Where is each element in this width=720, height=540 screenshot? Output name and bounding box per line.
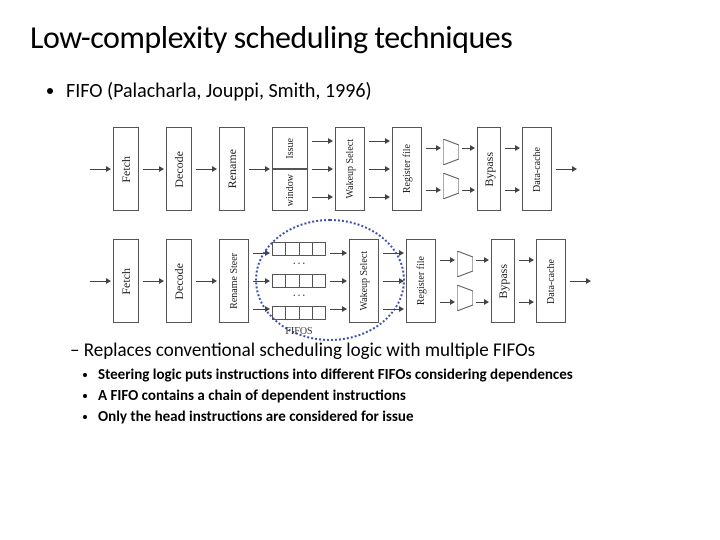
multi-arrow-icon (462, 127, 474, 211)
mux-icon (443, 139, 459, 165)
stage-issue-window: Issue window (272, 127, 308, 211)
fifo-row (272, 242, 326, 256)
arrow-icon (196, 169, 216, 170)
fifo-bank: · · · · · · FIFOS (272, 239, 326, 323)
mux-pair (443, 127, 459, 211)
multi-arrow-icon (253, 239, 269, 323)
bullet-replaces: Replaces conventional scheduling logic w… (70, 339, 690, 428)
arrow-icon (570, 281, 590, 282)
stage-decode: Decode (166, 239, 192, 323)
stage-decode: Decode (166, 127, 192, 211)
arrow-icon (90, 169, 110, 170)
multi-arrow-icon (440, 239, 454, 323)
mux-icon (443, 173, 459, 199)
slide-title: Low-complexity scheduling techniques (30, 18, 690, 57)
arrow-icon (556, 169, 576, 170)
stage-register-file: Register file (406, 239, 436, 323)
stage-fetch: Fetch (113, 239, 139, 323)
arrow-icon (143, 169, 163, 170)
multi-arrow-icon (519, 239, 533, 323)
stage-data-cache: Data-cache (522, 127, 552, 211)
fifo-bank-label: FIFOS (272, 326, 326, 337)
pipeline-conventional: Fetch Decode Rename Issue window Wakeup … (90, 121, 690, 217)
arrow-icon (249, 169, 269, 170)
stage-rename-steer: Rename Steer (219, 239, 249, 323)
multi-arrow-icon (369, 127, 389, 211)
mux-icon (457, 251, 473, 277)
mux-icon (457, 285, 473, 311)
stage-register-file: Register file (392, 127, 422, 211)
pipeline-fifo: Fetch Decode Rename Steer · · · · · · FI… (90, 233, 690, 329)
sub-chain: A FIFO contains a chain of dependent ins… (98, 387, 690, 406)
stage-wakeup-select: Wakeup Select (349, 239, 379, 323)
stage-fetch: Fetch (113, 127, 139, 211)
multi-arrow-icon (312, 127, 332, 211)
sub-head: Only the head instructions are considere… (98, 408, 690, 427)
mux-pair (457, 239, 473, 323)
multi-arrow-icon (505, 127, 519, 211)
bullet-level-3: Steering logic puts instructions into di… (70, 366, 690, 428)
multi-arrow-icon (426, 127, 440, 211)
stage-bypass: Bypass (491, 239, 515, 323)
bullet-level-1: FIFO (Palacharla, Jouppi, Smith, 1996) (30, 79, 690, 103)
stage-wakeup-select: Wakeup Select (335, 127, 365, 211)
stage-bypass: Bypass (477, 127, 501, 211)
stage-rename: Rename (219, 127, 245, 211)
fifo-row (272, 274, 326, 288)
bullet-fifo-cite: FIFO (Palacharla, Jouppi, Smith, 1996) (66, 79, 690, 103)
sub-steering: Steering logic puts instructions into di… (98, 366, 690, 385)
arrow-icon (90, 281, 110, 282)
multi-arrow-icon (330, 239, 346, 323)
multi-arrow-icon (383, 239, 403, 323)
arrow-icon (143, 281, 163, 282)
bullet-level-2: Replaces conventional scheduling logic w… (30, 339, 690, 428)
stage-data-cache: Data-cache (536, 239, 566, 323)
diagram-container: Fetch Decode Rename Issue window Wakeup … (30, 115, 690, 333)
arrow-icon (196, 281, 216, 282)
multi-arrow-icon (476, 239, 488, 323)
fifo-row (272, 306, 326, 320)
slide: Low-complexity scheduling techniques FIF… (0, 0, 720, 428)
